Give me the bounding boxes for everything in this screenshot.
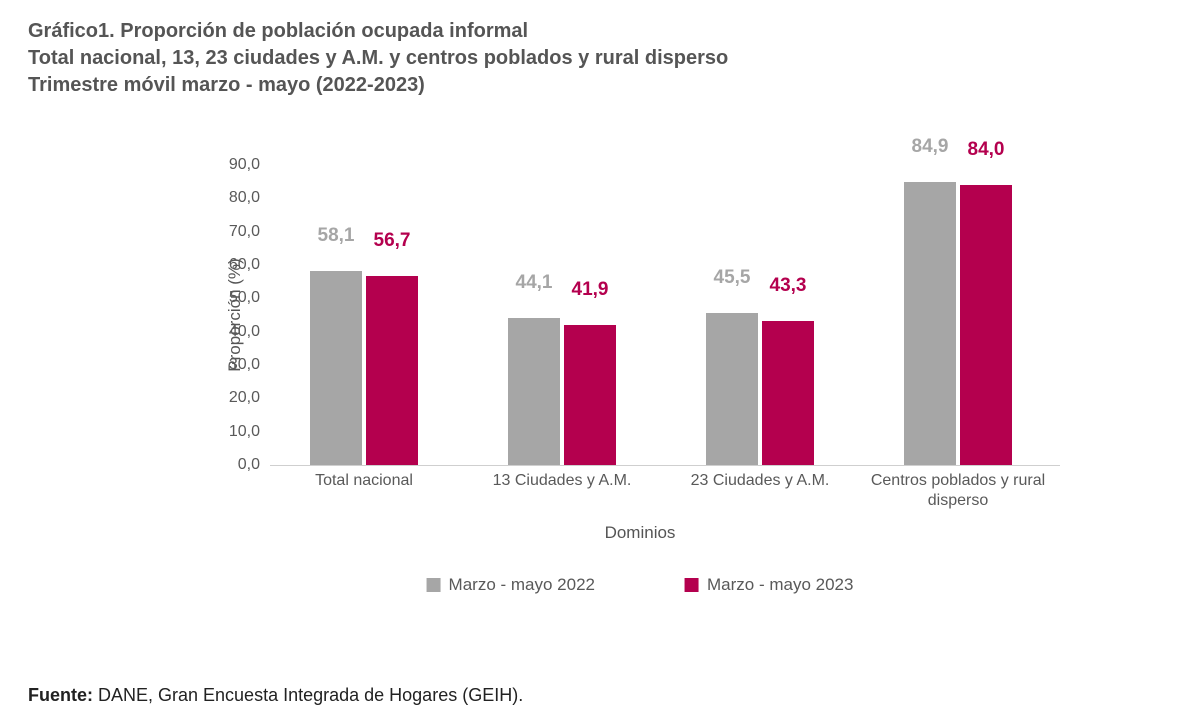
legend-item: Marzo - mayo 2022 (427, 575, 595, 595)
chart-title-line-1: Gráfico1. Proporción de población ocupad… (28, 18, 728, 45)
chart-title-line-3: Trimestre móvil marzo - mayo (2022-2023) (28, 72, 728, 99)
legend-swatch (685, 578, 699, 592)
bar-value-label: 58,1 (318, 225, 355, 247)
x-tick-label: 23 Ciudades y A.M. (670, 465, 850, 491)
y-tick-label: 20,0 (210, 389, 260, 407)
bar (508, 318, 560, 465)
y-tick-label: 90,0 (210, 156, 260, 174)
bar-value-label: 84,9 (912, 136, 949, 158)
bar (762, 321, 814, 465)
y-tick-label: 60,0 (210, 256, 260, 274)
bar (564, 325, 616, 465)
y-tick-label: 0,0 (210, 456, 260, 474)
bar (310, 271, 362, 465)
chart-area: Proporción (%) 0,0 10,0 20,0 30,0 40,0 50,0 60… (210, 155, 1070, 555)
bar-value-label: 45,5 (714, 267, 751, 289)
legend-label: Marzo - mayo 2023 (707, 575, 853, 595)
bar-value-label: 43,3 (770, 275, 807, 297)
chart-title-line-2: Total nacional, 13, 23 ciudades y A.M. y… (28, 45, 728, 72)
x-tick-label: Centros poblados y rural disperso (868, 465, 1048, 511)
x-axis-title: Dominios (605, 523, 676, 543)
chart-title-block: Gráfico1. Proporción de población ocupad… (28, 18, 728, 99)
x-tick-label: 13 Ciudades y A.M. (472, 465, 652, 491)
bar (366, 276, 418, 465)
bar-value-label: 41,9 (572, 279, 609, 301)
y-tick-label: 50,0 (210, 289, 260, 307)
bar-value-label: 56,7 (374, 230, 411, 252)
y-tick-label: 30,0 (210, 356, 260, 374)
bar-value-label: 44,1 (516, 272, 553, 294)
bar (904, 182, 956, 465)
y-tick-label: 80,0 (210, 189, 260, 207)
bar-value-label: 84,0 (968, 139, 1005, 161)
legend-item: Marzo - mayo 2023 (685, 575, 853, 595)
y-tick-label: 10,0 (210, 423, 260, 441)
chart-legend: Marzo - mayo 2022 Marzo - mayo 2023 (427, 575, 854, 595)
y-tick-label: 40,0 (210, 323, 260, 341)
chart-plot: Proporción (%) 0,010,020,030,040,050,060… (270, 165, 1060, 466)
legend-label: Marzo - mayo 2022 (449, 575, 595, 595)
bar (706, 313, 758, 465)
source-label: Fuente: (28, 685, 93, 705)
y-axis-title: Proporción (%) (225, 258, 245, 371)
source-text: DANE, Gran Encuesta Integrada de Hogares… (93, 685, 523, 705)
legend-swatch (427, 578, 441, 592)
x-tick-label: Total nacional (274, 465, 454, 491)
y-tick-label: 70,0 (210, 223, 260, 241)
chart-source: Fuente: DANE, Gran Encuesta Integrada de… (28, 685, 523, 706)
bar (960, 185, 1012, 465)
